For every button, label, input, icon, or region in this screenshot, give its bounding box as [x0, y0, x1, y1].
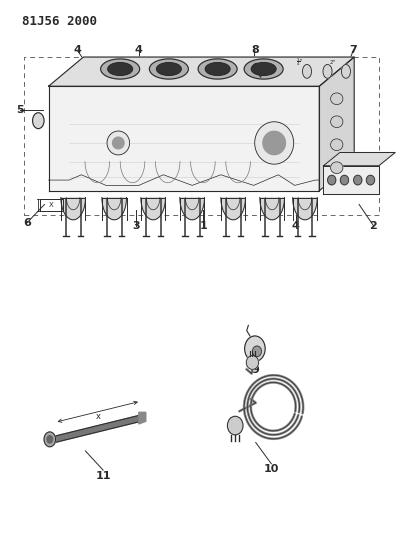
Ellipse shape: [44, 432, 55, 447]
Ellipse shape: [246, 356, 259, 369]
Text: x: x: [95, 411, 100, 421]
Ellipse shape: [330, 116, 343, 127]
Ellipse shape: [302, 64, 311, 78]
Ellipse shape: [252, 346, 261, 357]
Text: 7: 7: [349, 45, 357, 55]
Ellipse shape: [354, 175, 362, 185]
Polygon shape: [323, 152, 395, 166]
Ellipse shape: [330, 139, 343, 150]
Text: 3: 3: [132, 221, 140, 231]
Text: 2": 2": [330, 60, 336, 65]
Ellipse shape: [47, 435, 53, 443]
Ellipse shape: [101, 59, 140, 79]
Polygon shape: [323, 166, 379, 195]
Ellipse shape: [113, 137, 124, 149]
Ellipse shape: [328, 175, 336, 185]
Polygon shape: [293, 198, 317, 220]
Polygon shape: [221, 198, 245, 220]
Ellipse shape: [330, 93, 343, 104]
Text: 6: 6: [23, 218, 31, 228]
Ellipse shape: [228, 416, 243, 435]
Polygon shape: [49, 86, 319, 191]
Polygon shape: [55, 415, 141, 442]
Text: 4: 4: [292, 221, 300, 231]
Text: 4: 4: [135, 45, 143, 55]
Ellipse shape: [323, 64, 332, 78]
Polygon shape: [141, 198, 166, 220]
Text: 2: 2: [370, 221, 377, 231]
Ellipse shape: [108, 63, 133, 75]
Ellipse shape: [366, 175, 375, 185]
Polygon shape: [61, 198, 85, 220]
Text: 5: 5: [16, 105, 24, 115]
Polygon shape: [139, 413, 146, 424]
Ellipse shape: [340, 175, 349, 185]
Text: 11: 11: [95, 471, 111, 481]
Text: 8: 8: [251, 45, 259, 55]
Polygon shape: [260, 198, 285, 220]
Text: 9: 9: [251, 365, 259, 375]
Ellipse shape: [150, 59, 188, 79]
Text: 81J56 2000: 81J56 2000: [22, 14, 97, 28]
Text: 1: 1: [199, 221, 207, 231]
Ellipse shape: [205, 63, 230, 75]
Text: 4: 4: [74, 45, 81, 55]
Ellipse shape: [107, 131, 130, 155]
Ellipse shape: [342, 64, 351, 78]
Ellipse shape: [157, 63, 181, 75]
Polygon shape: [102, 198, 126, 220]
Polygon shape: [180, 198, 204, 220]
Text: $\frac{3}{4}$": $\frac{3}{4}$": [296, 56, 303, 68]
Text: X: X: [49, 202, 54, 208]
Ellipse shape: [33, 113, 44, 128]
Ellipse shape: [330, 162, 343, 174]
Polygon shape: [49, 57, 354, 86]
Ellipse shape: [198, 59, 237, 79]
Polygon shape: [319, 57, 354, 191]
Ellipse shape: [244, 336, 265, 361]
Ellipse shape: [244, 59, 283, 79]
Text: 10: 10: [263, 464, 279, 474]
Ellipse shape: [263, 131, 285, 155]
Ellipse shape: [255, 122, 294, 164]
Ellipse shape: [252, 63, 276, 75]
